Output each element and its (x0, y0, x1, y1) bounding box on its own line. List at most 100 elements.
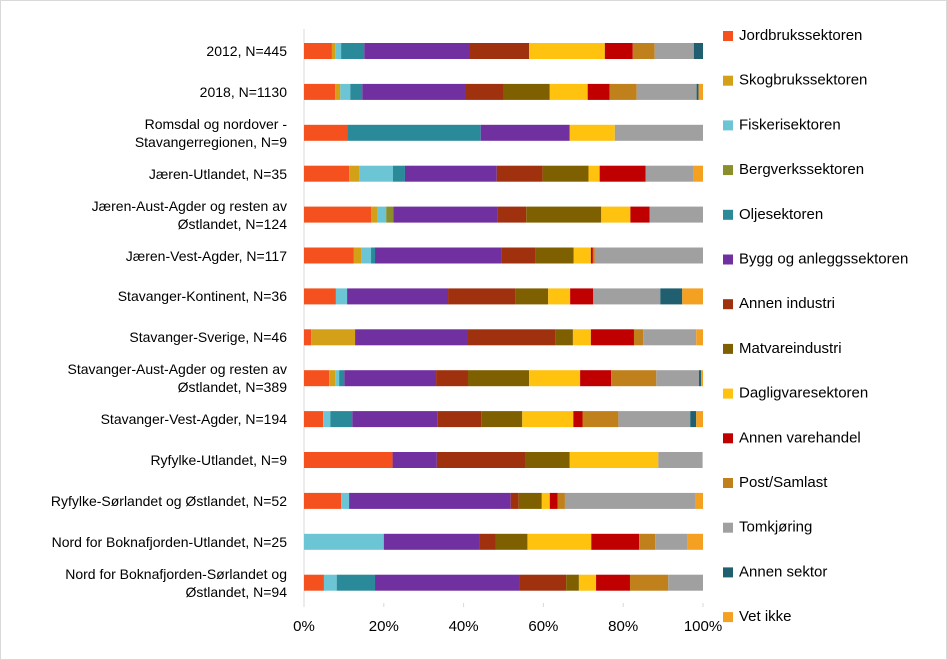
bar-segment (331, 43, 336, 59)
bar-segment (633, 329, 644, 346)
bar-segment (656, 370, 700, 387)
legend-label: Tomkjøring (739, 519, 812, 536)
bar-segment (618, 411, 691, 428)
x-tick-label: 80% (608, 618, 638, 635)
bar-segment (649, 206, 703, 223)
bar-segment (696, 411, 703, 428)
category-label: Romsdal og nordover - Stavangerregionen,… (134, 115, 287, 150)
bar-segment (699, 370, 702, 387)
bar-segment (535, 247, 574, 264)
bar-segment (566, 574, 579, 591)
bar-segment (630, 206, 650, 223)
category-label: 2012, N=445 (206, 43, 287, 59)
bar-segment (304, 574, 324, 591)
bar-segment (629, 574, 669, 591)
bar-segment (465, 83, 504, 100)
bar-segment (377, 206, 387, 223)
legend-swatch (723, 75, 733, 86)
bar-segment (335, 288, 348, 305)
bar-segment (569, 452, 659, 468)
bar-segment (519, 574, 567, 591)
bar-segment (371, 247, 376, 264)
bar-segment (497, 206, 527, 223)
category-label: Jæren-Utlandet, N=35 (148, 165, 287, 182)
bar-segment (549, 83, 588, 100)
bar-segment (469, 43, 530, 59)
bar-segment (611, 370, 657, 387)
bar-segment (609, 83, 637, 100)
legend-swatch (723, 31, 733, 41)
bar-segment (467, 370, 530, 387)
bar-segment (503, 83, 550, 100)
bar-segment (335, 370, 340, 387)
bar-segment (341, 492, 350, 509)
category-label: Nord for Boknafjorden-Utlandet, N=25 (51, 533, 287, 550)
legend-label: Jordbrukssektoren (739, 27, 862, 44)
bar-segment (614, 124, 703, 141)
bar-segment (323, 411, 331, 428)
bar-segment (350, 83, 363, 100)
bar-segment (304, 492, 342, 509)
bar-segment (304, 165, 350, 182)
bar-segment (529, 370, 581, 387)
bar-segment (349, 165, 360, 182)
bar-segment (437, 411, 482, 428)
bar-segment (682, 288, 703, 305)
bar-segment (658, 452, 703, 468)
bar-segment (660, 288, 683, 305)
bar-segment (578, 574, 597, 591)
bar-segment (636, 83, 697, 100)
category-label: Ryfylke-Sørlandet og Østlandet, N=52 (50, 492, 287, 509)
bar-segment (304, 124, 348, 141)
bar-segment (304, 247, 354, 264)
category-label: Stavanger-Aust-Agder og resten av Østlan… (67, 361, 287, 396)
bar-segment (515, 288, 549, 305)
legend-label: Oljesektoren (739, 206, 823, 223)
legend-label: Post/Samlast (739, 474, 828, 491)
bar-segment (654, 43, 694, 59)
bar-segment (632, 43, 655, 59)
legend-swatch (723, 388, 733, 399)
bar-segment (364, 43, 470, 59)
bar-segment (347, 288, 449, 305)
x-tick-label: 60% (528, 618, 558, 635)
legend-label: Fiskerisektoren (739, 116, 841, 133)
bar-segment (541, 492, 550, 509)
bar-segment (582, 411, 619, 428)
bar-segment (304, 206, 372, 223)
category-label: Nord for Boknafjorden-Sørlandet og Østla… (65, 565, 287, 600)
legend-label: Skogbrukssektoren (739, 72, 867, 89)
category-label: Stavanger-Vest-Agder, N=194 (100, 411, 287, 428)
bar-segment (542, 165, 589, 182)
bar-segment (604, 43, 633, 59)
bar-segment (548, 288, 571, 305)
bar-segment (573, 247, 591, 264)
bar-segment (601, 206, 631, 223)
bar-segment (344, 370, 437, 387)
bar-segment (349, 492, 511, 509)
bar-segment (304, 288, 336, 305)
bar-segment (557, 492, 565, 509)
bar-segment (693, 43, 703, 59)
bar-segment (645, 165, 694, 182)
bar-segment (479, 533, 496, 550)
bar-segment (375, 247, 502, 264)
category-label: Jæren-Aust-Agder og resten av Østlandet,… (91, 197, 287, 232)
bar-segment (340, 83, 351, 100)
category-label: Stavanger-Sverige, N=46 (129, 329, 287, 346)
bar-segment (304, 370, 330, 387)
legend-swatch (723, 612, 733, 623)
legend-label: Dagligvaresektoren (739, 385, 868, 402)
category-label: Jæren-Vest-Agder, N=117 (125, 247, 287, 264)
category-label: Stavanger-Kontinent, N=36 (117, 288, 287, 305)
bar-segment (549, 492, 558, 509)
bar-segment (569, 124, 615, 141)
legend-swatch (723, 433, 733, 444)
bar-segment (347, 124, 481, 141)
legend-label: Annen sektor (739, 563, 827, 580)
category-label: Ryfylke-Utlandet, N=9 (150, 452, 287, 468)
bar-segment (639, 533, 656, 550)
bar-segment (696, 329, 703, 346)
legend-swatch (723, 165, 733, 176)
